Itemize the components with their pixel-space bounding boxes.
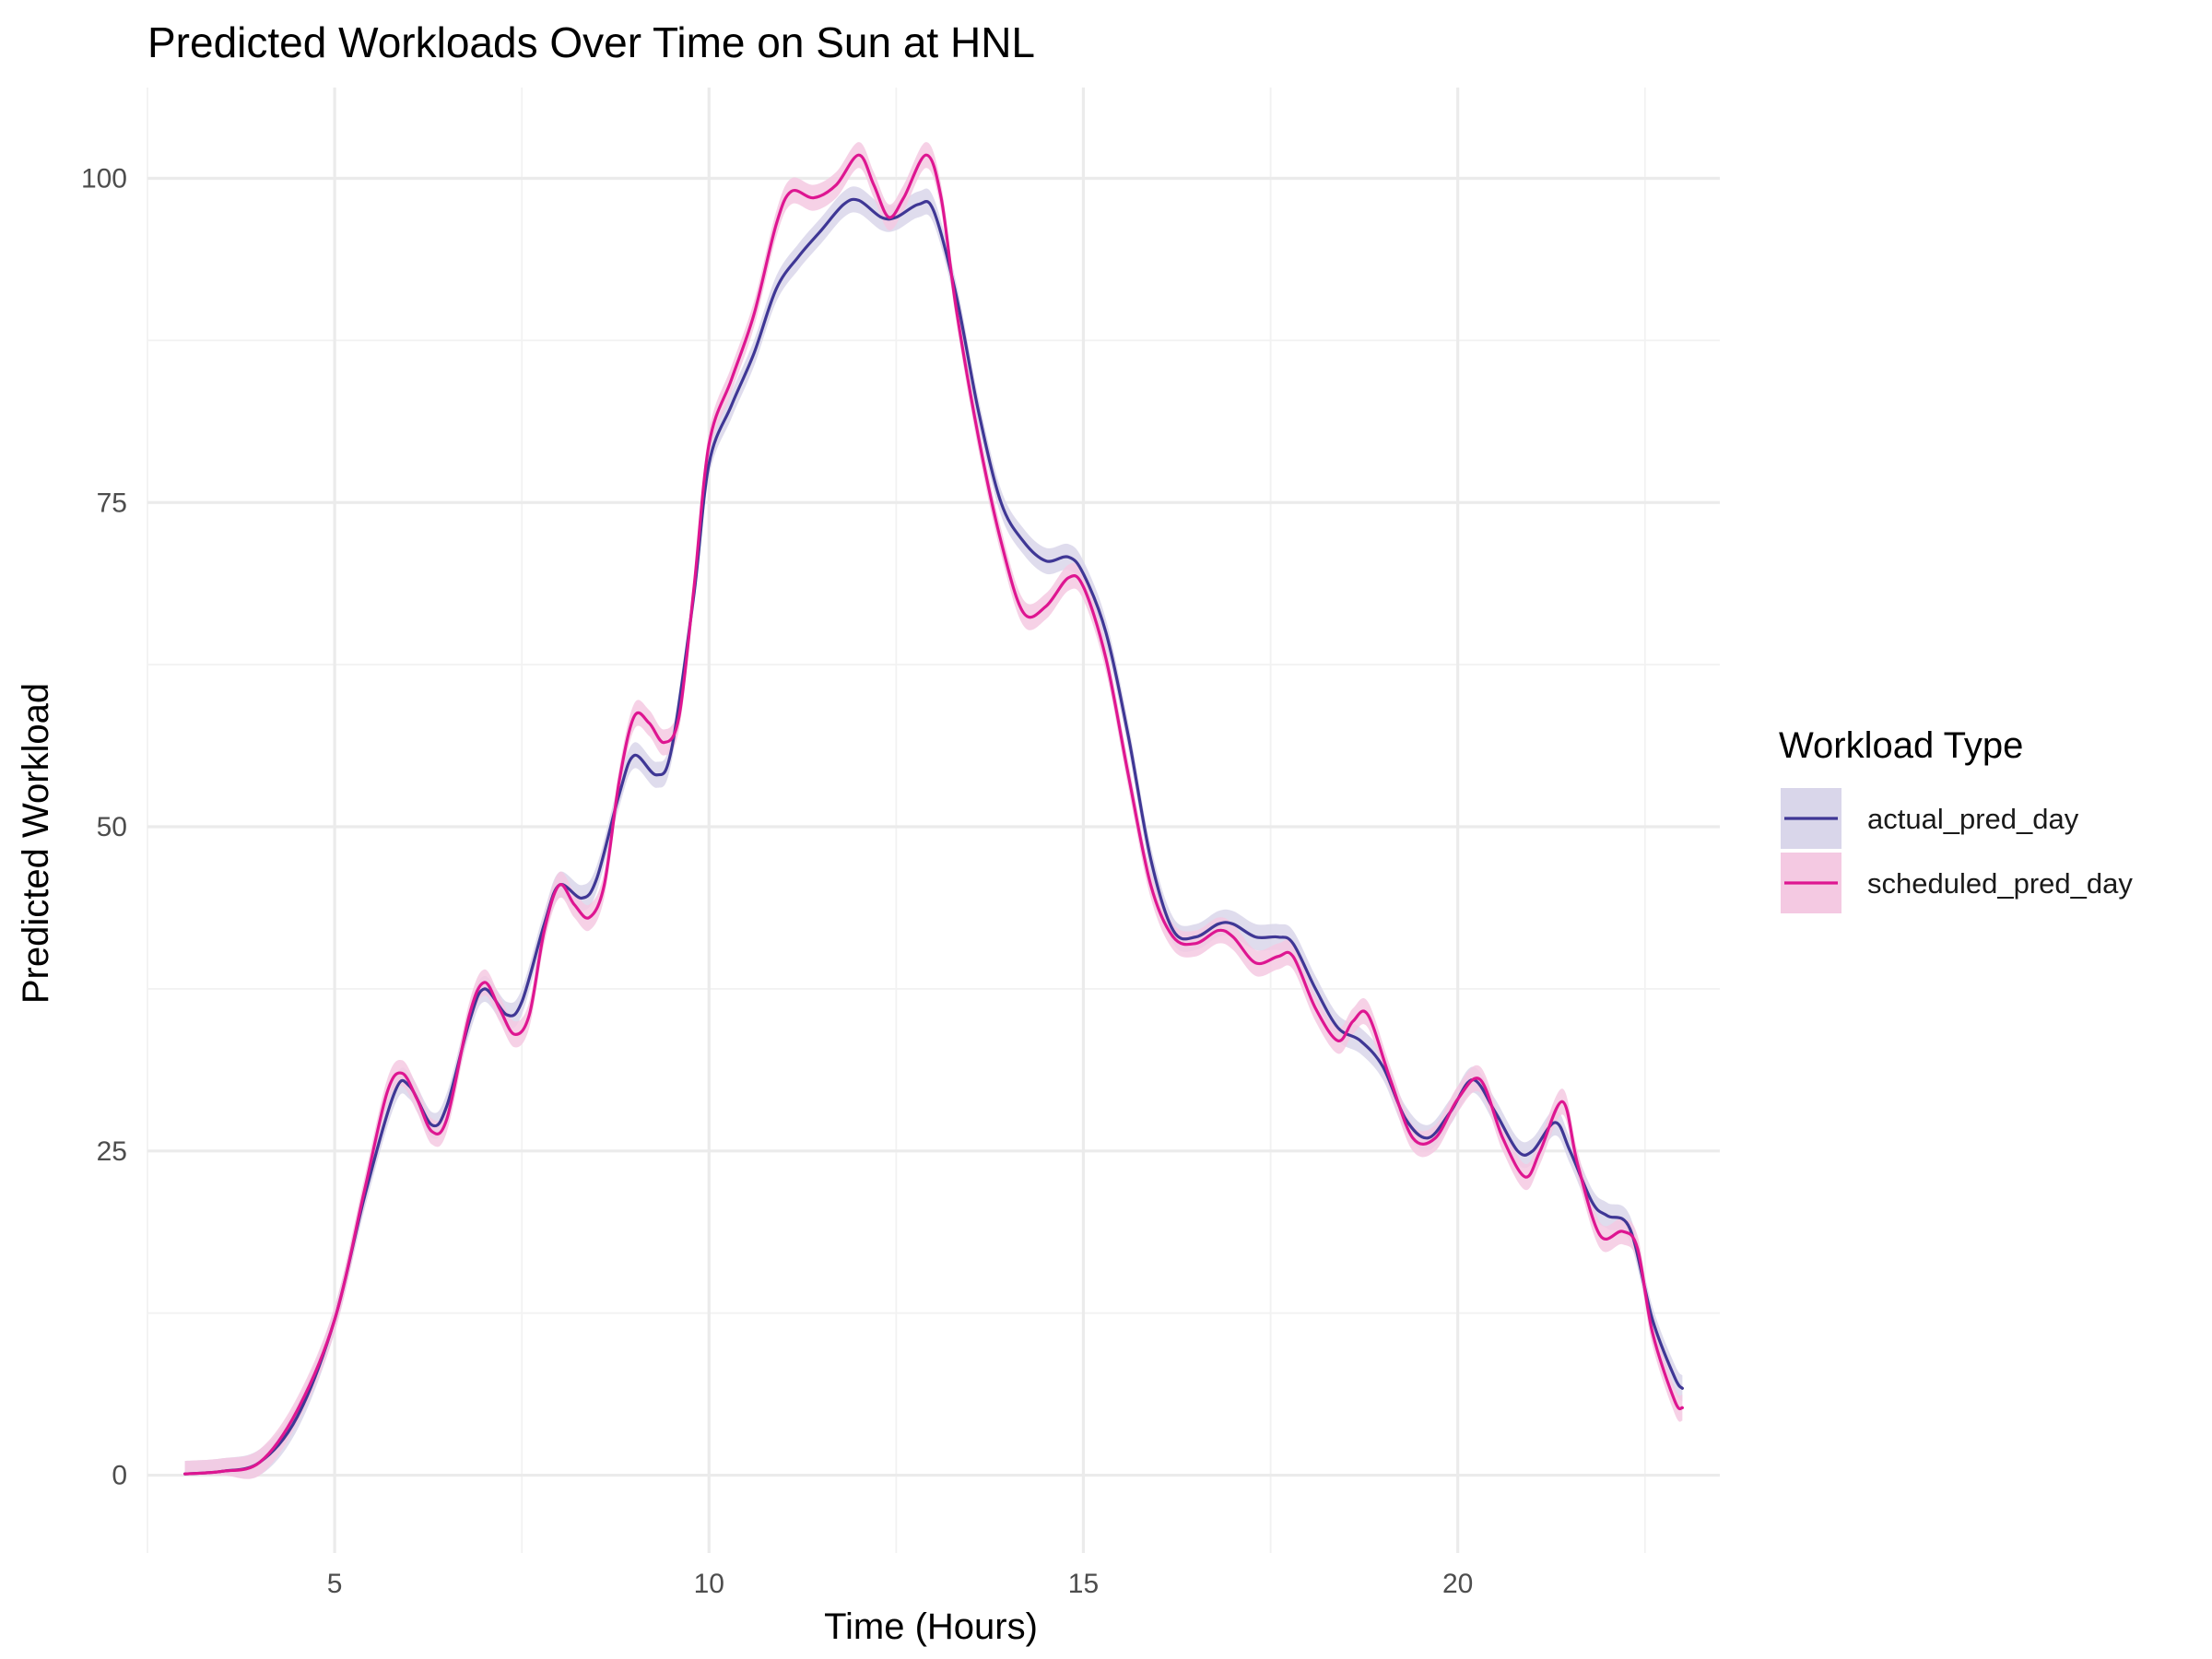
minor-gridlines bbox=[147, 88, 1720, 1553]
y-tick-label: 75 bbox=[97, 488, 127, 518]
legend-title: Workload Type bbox=[1779, 725, 2023, 766]
x-tick-label: 5 bbox=[327, 1569, 343, 1599]
y-tick-label: 50 bbox=[97, 812, 127, 842]
major-gridlines bbox=[147, 88, 1720, 1553]
y-tick-label: 25 bbox=[97, 1136, 127, 1167]
legend-label: scheduled_pred_day bbox=[1867, 867, 2133, 900]
y-axis-title: Predicted Workload bbox=[16, 683, 56, 1004]
x-axis-ticks: 5 10 15 20 bbox=[327, 1569, 1474, 1599]
legend-item-scheduled_pred_day: scheduled_pred_day bbox=[1781, 853, 2133, 913]
y-axis-ticks: 0 25 50 75 100 bbox=[81, 163, 127, 1490]
y-tick-label: 0 bbox=[112, 1461, 127, 1491]
series-line-scheduled_pred_day bbox=[183, 153, 1684, 1476]
x-tick-label: 10 bbox=[694, 1569, 724, 1599]
chart-title: Predicted Workloads Over Time on Sun at … bbox=[147, 18, 1035, 66]
legend-label: actual_pred_day bbox=[1867, 803, 2079, 835]
x-tick-label: 15 bbox=[1068, 1569, 1099, 1599]
legend-items: actual_pred_day scheduled_pred_day bbox=[1781, 788, 2133, 913]
x-axis-title: Time (Hours) bbox=[824, 1606, 1038, 1647]
legend: Workload Type actual_pred_day scheduled_p… bbox=[1779, 725, 2133, 913]
series-lines bbox=[183, 153, 1684, 1476]
x-tick-label: 20 bbox=[1442, 1569, 1473, 1599]
y-tick-label: 100 bbox=[81, 163, 127, 194]
legend-item-actual_pred_day: actual_pred_day bbox=[1781, 788, 2079, 849]
